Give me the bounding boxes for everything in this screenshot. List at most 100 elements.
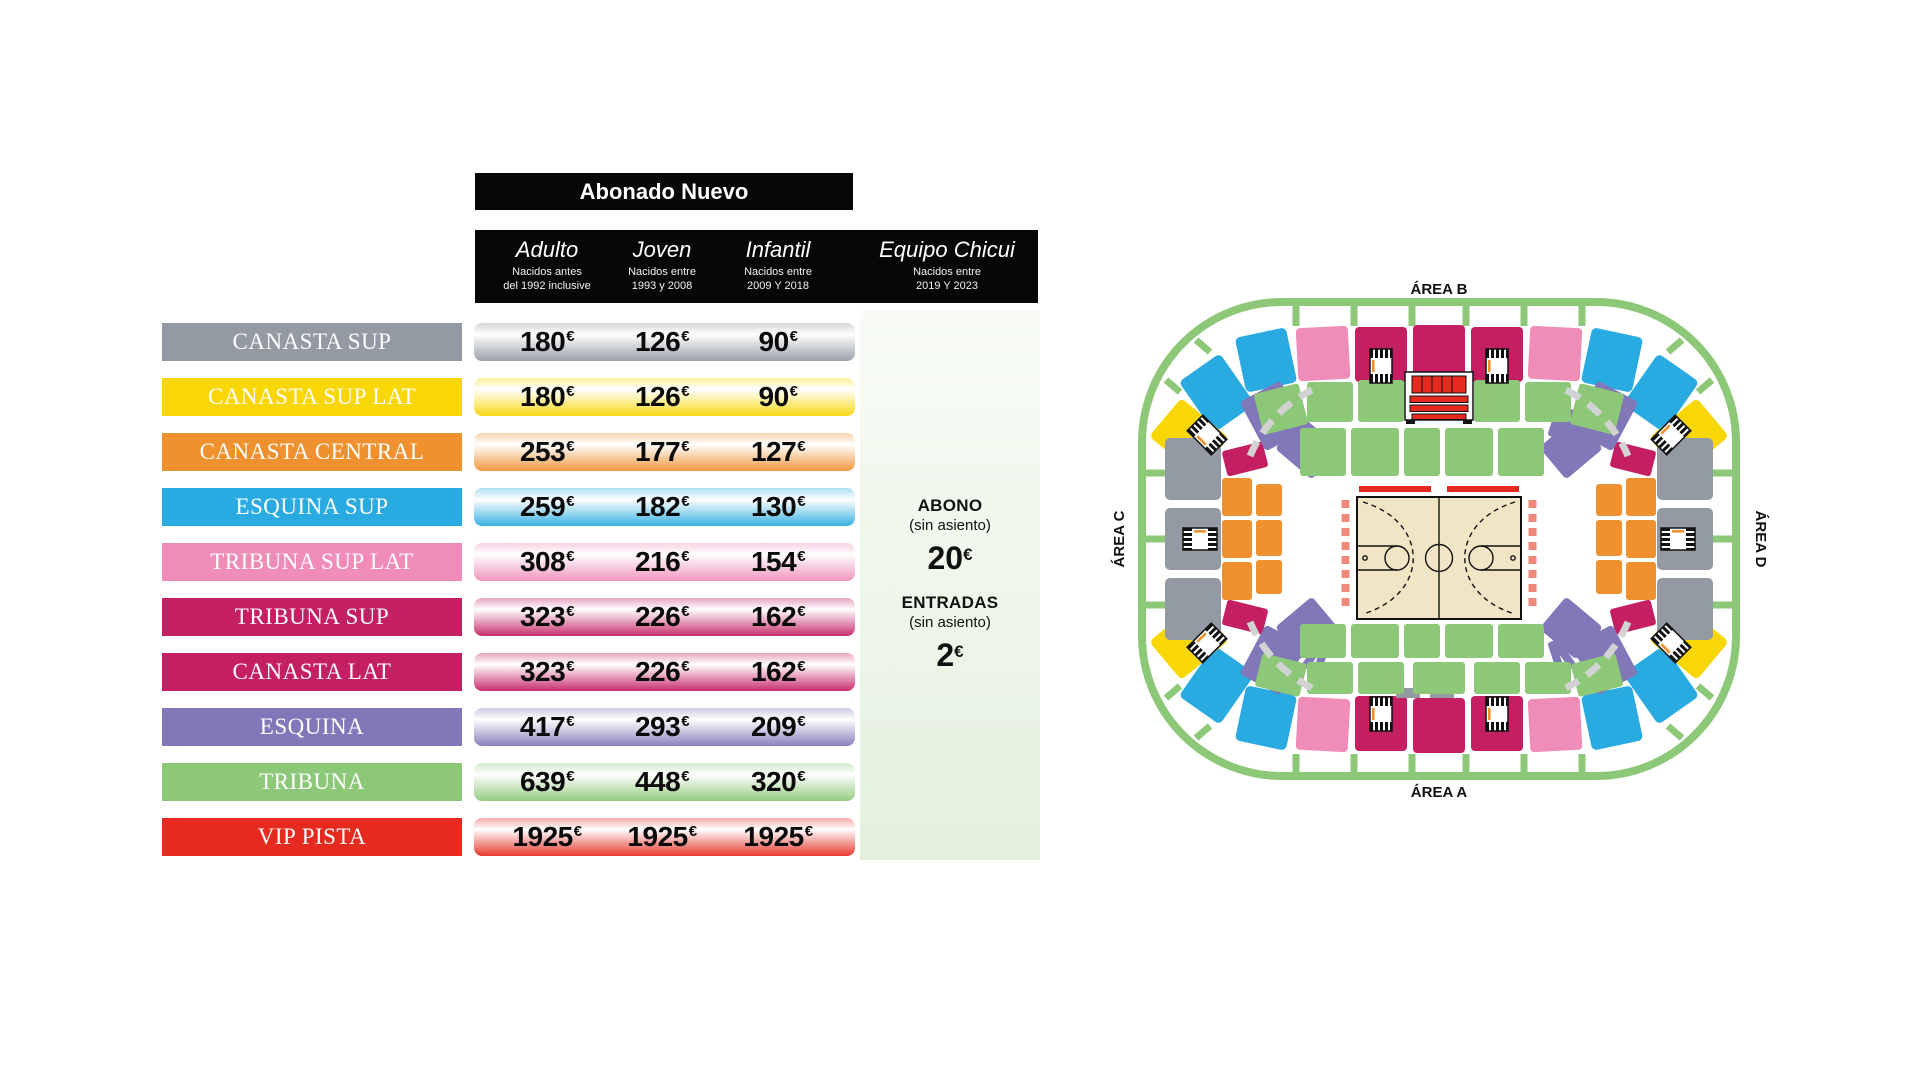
column-subtext: Nacidos antes del 1992 inclusive: [503, 266, 591, 293]
table-row: TRIBUNA 639 € 448 € 320 €: [0, 763, 1100, 801]
price-joven: 177 €: [634, 436, 690, 467]
price-bar: 180 € 126 € 90 €: [474, 378, 855, 416]
area-d-label: ÁREA D: [1752, 511, 1769, 568]
category-label-bar: CANASTA LAT: [162, 653, 462, 691]
category-label: CANASTA LAT: [232, 659, 392, 684]
table-row: CANASTA SUP 180 € 126 € 90 €: [0, 323, 1100, 361]
price-joven: 182 €: [634, 491, 690, 522]
side-panel: ABONO (sin asiento) 20€ ENTRADAS (sin as…: [860, 310, 1040, 860]
table-row: TRIBUNA SUP LAT 308 € 216 € 154 €: [0, 543, 1100, 581]
table-row: ESQUINA 417 € 293 € 209 €: [0, 708, 1100, 746]
category-label-bar: ESQUINA SUP: [162, 488, 462, 526]
price-bar: 308 € 216 € 154 €: [474, 543, 855, 581]
entrance-gate-icon: [1369, 348, 1393, 384]
price-adulto: 259 €: [519, 491, 575, 522]
column-header-joven: Joven Nacidos entre 1993 y 2008: [577, 237, 747, 294]
column-header-adulto: Adulto Nacidos antes del 1992 inclusive: [462, 237, 632, 294]
price-joven: 126 €: [634, 326, 690, 357]
price-adulto: 1925 €: [512, 821, 582, 852]
price-joven: 226 €: [634, 601, 690, 632]
price-infantil: 127 €: [750, 436, 806, 467]
arena-outer-ring: [1138, 298, 1740, 780]
price-infantil: 90 €: [758, 326, 798, 357]
area-a-label: ÁREA A: [1411, 784, 1468, 801]
entrance-gate-icon: [1660, 527, 1696, 551]
entrance-gate-icon: [1485, 348, 1509, 384]
column-label: Joven: [632, 237, 692, 262]
category-label-bar: VIP PISTA: [162, 818, 462, 856]
price-joven: 216 €: [634, 546, 690, 577]
price-bar: 180 € 126 € 90 €: [474, 323, 855, 361]
price-bar: 253 € 177 € 127 €: [474, 433, 855, 471]
price-bar: 1925 € 1925 € 1925 €: [474, 818, 855, 856]
table-row: TRIBUNA SUP 323 € 226 € 162 €: [0, 598, 1100, 636]
column-header-equipo-chicui: Equipo Chicui Nacidos entre 2019 Y 2023: [862, 237, 1032, 294]
category-label: CANASTA CENTRAL: [199, 439, 425, 464]
price-adulto: 180 €: [519, 381, 575, 412]
column-header-infantil: Infantil Nacidos entre 2009 Y 2018: [693, 237, 863, 294]
price-adulto: 308 €: [519, 546, 575, 577]
category-label: ESQUINA: [259, 714, 365, 739]
sections-tribuna-sup-lat: [1295, 325, 1583, 753]
price-joven: 226 €: [634, 656, 690, 687]
area-c-label: ÁREA C: [1111, 510, 1128, 567]
entrance-gate-icon: [1369, 696, 1393, 732]
price-adulto: 323 €: [519, 601, 575, 632]
category-label-bar: ESQUINA: [162, 708, 462, 746]
table-row: CANASTA CENTRAL 253 € 177 € 127 €: [0, 433, 1100, 471]
table-row: CANASTA LAT 323 € 226 € 162 €: [0, 653, 1100, 691]
price-infantil: 162 €: [750, 601, 806, 632]
table-title: Abonado Nuevo: [475, 173, 853, 210]
sections-canasta-central: [1222, 478, 1656, 600]
abono-subtext: (sin asiento): [909, 517, 991, 534]
price-infantil: 320 €: [750, 766, 806, 797]
column-subtext: Nacidos entre 2009 Y 2018: [744, 266, 812, 293]
area-b-label: ÁREA B: [1411, 281, 1468, 298]
table-row: ESQUINA SUP 259 € 182 € 130 €: [0, 488, 1100, 526]
price-adulto: 323 €: [519, 656, 575, 687]
category-label: TRIBUNA SUP LAT: [210, 549, 414, 574]
column-label: Infantil: [745, 237, 811, 262]
walkway-dashes: [1246, 386, 1632, 692]
price-joven: 126 €: [634, 381, 690, 412]
price-infantil: 1925 €: [743, 821, 813, 852]
category-label: ESQUINA SUP: [235, 494, 389, 519]
price-joven: 293 €: [634, 711, 690, 742]
stairs-block: [1404, 371, 1474, 424]
table-row: CANASTA SUP LAT 180 € 126 € 90 €: [0, 378, 1100, 416]
category-label-bar: CANASTA CENTRAL: [162, 433, 462, 471]
column-headers: Adulto Nacidos antes del 1992 inclusive …: [475, 230, 1038, 303]
basketball-court: [1341, 486, 1537, 620]
category-label-bar: TRIBUNA SUP LAT: [162, 543, 462, 581]
sections-tribuna-sup-canasta-lat: [1222, 325, 1656, 753]
price-joven: 448 €: [634, 766, 690, 797]
category-label: TRIBUNA: [259, 769, 365, 794]
entrance-gate-icon: [1182, 527, 1218, 551]
category-label-bar: TRIBUNA: [162, 763, 462, 801]
price-bar: 639 € 448 € 320 €: [474, 763, 855, 801]
arena-map: ÁREA B ÁREA A ÁREA C ÁREA D: [1111, 281, 1769, 801]
price-adulto: 639 €: [519, 766, 575, 797]
entradas-price: 2€: [936, 637, 964, 673]
price-infantil: 130 €: [750, 491, 806, 522]
ring-dividers: [1146, 306, 1732, 774]
column-label: Adulto: [515, 237, 579, 262]
entradas-subtext: (sin asiento): [909, 614, 991, 631]
price-joven: 1925 €: [627, 821, 697, 852]
price-adulto: 417 €: [519, 711, 575, 742]
category-label: VIP PISTA: [257, 824, 367, 849]
price-infantil: 154 €: [750, 546, 806, 577]
entrance-gate-icon: [1485, 696, 1509, 732]
category-label-bar: TRIBUNA SUP: [162, 598, 462, 636]
entradas-label: ENTRADAS: [901, 593, 999, 612]
price-bar: 259 € 182 € 130 €: [474, 488, 855, 526]
price-bar: 323 € 226 € 162 €: [474, 598, 855, 636]
price-bar: 323 € 226 € 162 €: [474, 653, 855, 691]
column-subtext: Nacidos entre 1993 y 2008: [628, 266, 696, 293]
price-infantil: 162 €: [750, 656, 806, 687]
category-label-bar: CANASTA SUP LAT: [162, 378, 462, 416]
price-bar: 417 € 293 € 209 €: [474, 708, 855, 746]
category-label: TRIBUNA SUP: [234, 604, 390, 629]
price-infantil: 90 €: [758, 381, 798, 412]
